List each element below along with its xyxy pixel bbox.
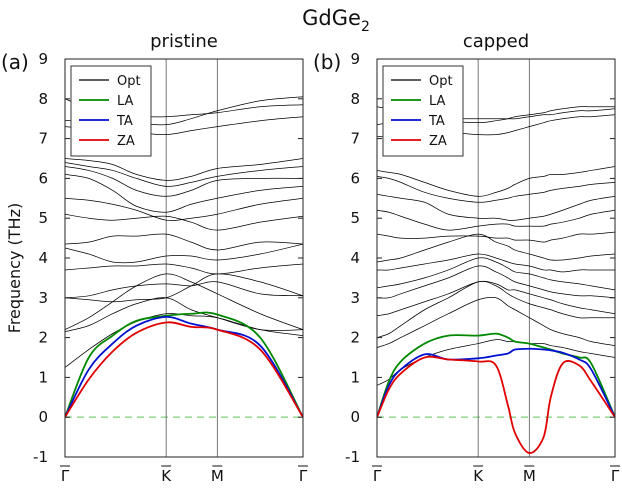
figure-title-subscript: 2 bbox=[361, 19, 370, 35]
x-tick-label: Γ bbox=[299, 467, 308, 485]
series-line-opt bbox=[377, 166, 615, 197]
y-tick-label: 2 bbox=[350, 329, 360, 347]
series-line-opt bbox=[377, 231, 615, 243]
y-tick-label: 7 bbox=[350, 130, 360, 148]
y-tick-label: 0 bbox=[38, 408, 48, 426]
series-line-opt bbox=[65, 197, 303, 221]
x-tick-label: K bbox=[473, 467, 484, 485]
y-axis-label: Frequency (THz) bbox=[5, 203, 24, 333]
series-line-opt bbox=[377, 296, 615, 348]
y-tick-label: -1 bbox=[345, 448, 360, 466]
panel-title: capped bbox=[463, 31, 529, 52]
series-line-opt bbox=[377, 193, 615, 221]
y-tick-label: 1 bbox=[38, 368, 48, 386]
y-tick-label: 5 bbox=[38, 209, 48, 227]
legend-label-za: ZA bbox=[117, 134, 135, 149]
series-line-ta bbox=[65, 315, 303, 418]
figure-title: GdGe2 bbox=[302, 6, 370, 35]
series-line-opt bbox=[377, 280, 615, 317]
series-group bbox=[377, 106, 615, 454]
y-tick-label: 2 bbox=[38, 329, 48, 347]
panel-capped: (b) capped -1 0 1 2 3 4 5 6 7 8 9 Γ K M Γ Opt LA TA ZA bbox=[313, 31, 620, 485]
legend-label-la: LA bbox=[117, 94, 134, 109]
y-tick-label: 4 bbox=[38, 249, 48, 267]
y-tick-label: 6 bbox=[38, 169, 48, 187]
series-line-za bbox=[377, 355, 615, 454]
series-line-opt bbox=[65, 158, 303, 181]
y-tick-label: 3 bbox=[350, 289, 360, 307]
legend-box bbox=[70, 65, 152, 157]
x-tick-label: Γ bbox=[611, 467, 620, 485]
series-line-opt bbox=[65, 233, 303, 251]
series-line-opt bbox=[65, 273, 303, 303]
figure-title-main: GdGe bbox=[302, 6, 361, 30]
series-line-opt bbox=[65, 174, 303, 213]
legend-label-ta: TA bbox=[116, 114, 133, 129]
panel-title: pristine bbox=[150, 31, 218, 52]
y-tick-label: 8 bbox=[350, 90, 360, 108]
y-tick-label: 5 bbox=[350, 209, 360, 227]
x-tick-label: M bbox=[211, 467, 224, 485]
y-tick-label: 8 bbox=[38, 90, 48, 108]
series-line-opt bbox=[65, 263, 303, 275]
y-tick-label: 9 bbox=[38, 50, 48, 68]
x-tick-label: Γ bbox=[61, 467, 70, 485]
x-tick-label: K bbox=[161, 467, 172, 485]
series-line-za bbox=[65, 321, 303, 418]
series-line-la bbox=[377, 332, 615, 418]
y-tick-label: 1 bbox=[350, 368, 360, 386]
series-line-opt bbox=[65, 281, 303, 299]
series-line-opt bbox=[65, 162, 303, 187]
series-line-opt bbox=[377, 339, 615, 386]
series-line-opt bbox=[377, 176, 615, 203]
y-tick-label: 3 bbox=[38, 289, 48, 307]
series-line-la bbox=[65, 311, 303, 418]
series-line-opt bbox=[65, 166, 303, 197]
x-tick-label: M bbox=[523, 467, 536, 485]
series-line-opt bbox=[65, 273, 303, 330]
series-line-opt bbox=[65, 213, 303, 231]
panel-label: (a) bbox=[1, 50, 29, 74]
series-group bbox=[65, 96, 303, 418]
series-line-opt bbox=[377, 265, 615, 299]
x-tick-label: Γ bbox=[373, 467, 382, 485]
panel-label: (b) bbox=[313, 50, 341, 74]
y-tick-label: 7 bbox=[38, 130, 48, 148]
series-line-ta bbox=[377, 347, 615, 418]
legend: Opt LA TA ZA bbox=[70, 65, 152, 157]
panel-pristine: (a) pristine -1 0 1 2 3 4 5 6 7 8 9 Γ K M Γ Opt LA TA ZA bbox=[1, 31, 308, 485]
y-tick-label: 0 bbox=[350, 408, 360, 426]
y-tick-label: -1 bbox=[33, 448, 48, 466]
series-line-opt bbox=[377, 281, 615, 338]
legend-label-la: LA bbox=[429, 94, 446, 109]
legend: Opt LA TA ZA bbox=[382, 65, 464, 157]
legend-label-opt: Opt bbox=[117, 74, 141, 89]
y-tick-label: 4 bbox=[350, 249, 360, 267]
y-tick-label: 6 bbox=[350, 169, 360, 187]
series-line-opt bbox=[377, 257, 615, 291]
series-line-opt bbox=[377, 233, 615, 263]
legend-box bbox=[382, 65, 464, 157]
series-line-opt bbox=[65, 243, 303, 264]
legend-label-za: ZA bbox=[429, 134, 447, 149]
series-line-opt bbox=[377, 253, 615, 273]
legend-label-opt: Opt bbox=[429, 74, 453, 89]
series-line-opt bbox=[377, 209, 615, 231]
legend-label-ta: TA bbox=[428, 114, 445, 129]
y-tick-label: 9 bbox=[350, 50, 360, 68]
